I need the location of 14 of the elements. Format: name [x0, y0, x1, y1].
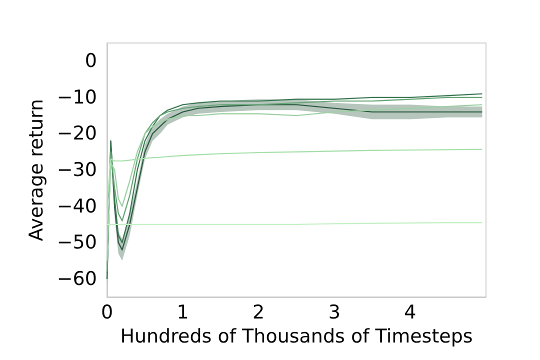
y-tick-label: 0 [84, 50, 97, 72]
x-tick-label: 4 [404, 302, 416, 324]
x-tick-label: 1 [176, 302, 189, 324]
x-tick-label: 0 [100, 302, 114, 324]
y-tick-label: −50 [56, 232, 97, 254]
y-tick-label: −20 [56, 122, 97, 145]
y-axis-title: Average return [26, 98, 48, 242]
x-tick-label: 2 [252, 302, 265, 324]
x-axis-title: Hundreds of Thousands of Timesteps [120, 325, 473, 348]
y-tick-label: −60 [56, 268, 97, 290]
y-tick-label: −30 [56, 159, 97, 181]
y-tick-label: −10 [56, 86, 97, 108]
x-tick-label: 3 [328, 302, 340, 324]
y-tick-label: −40 [56, 195, 97, 218]
